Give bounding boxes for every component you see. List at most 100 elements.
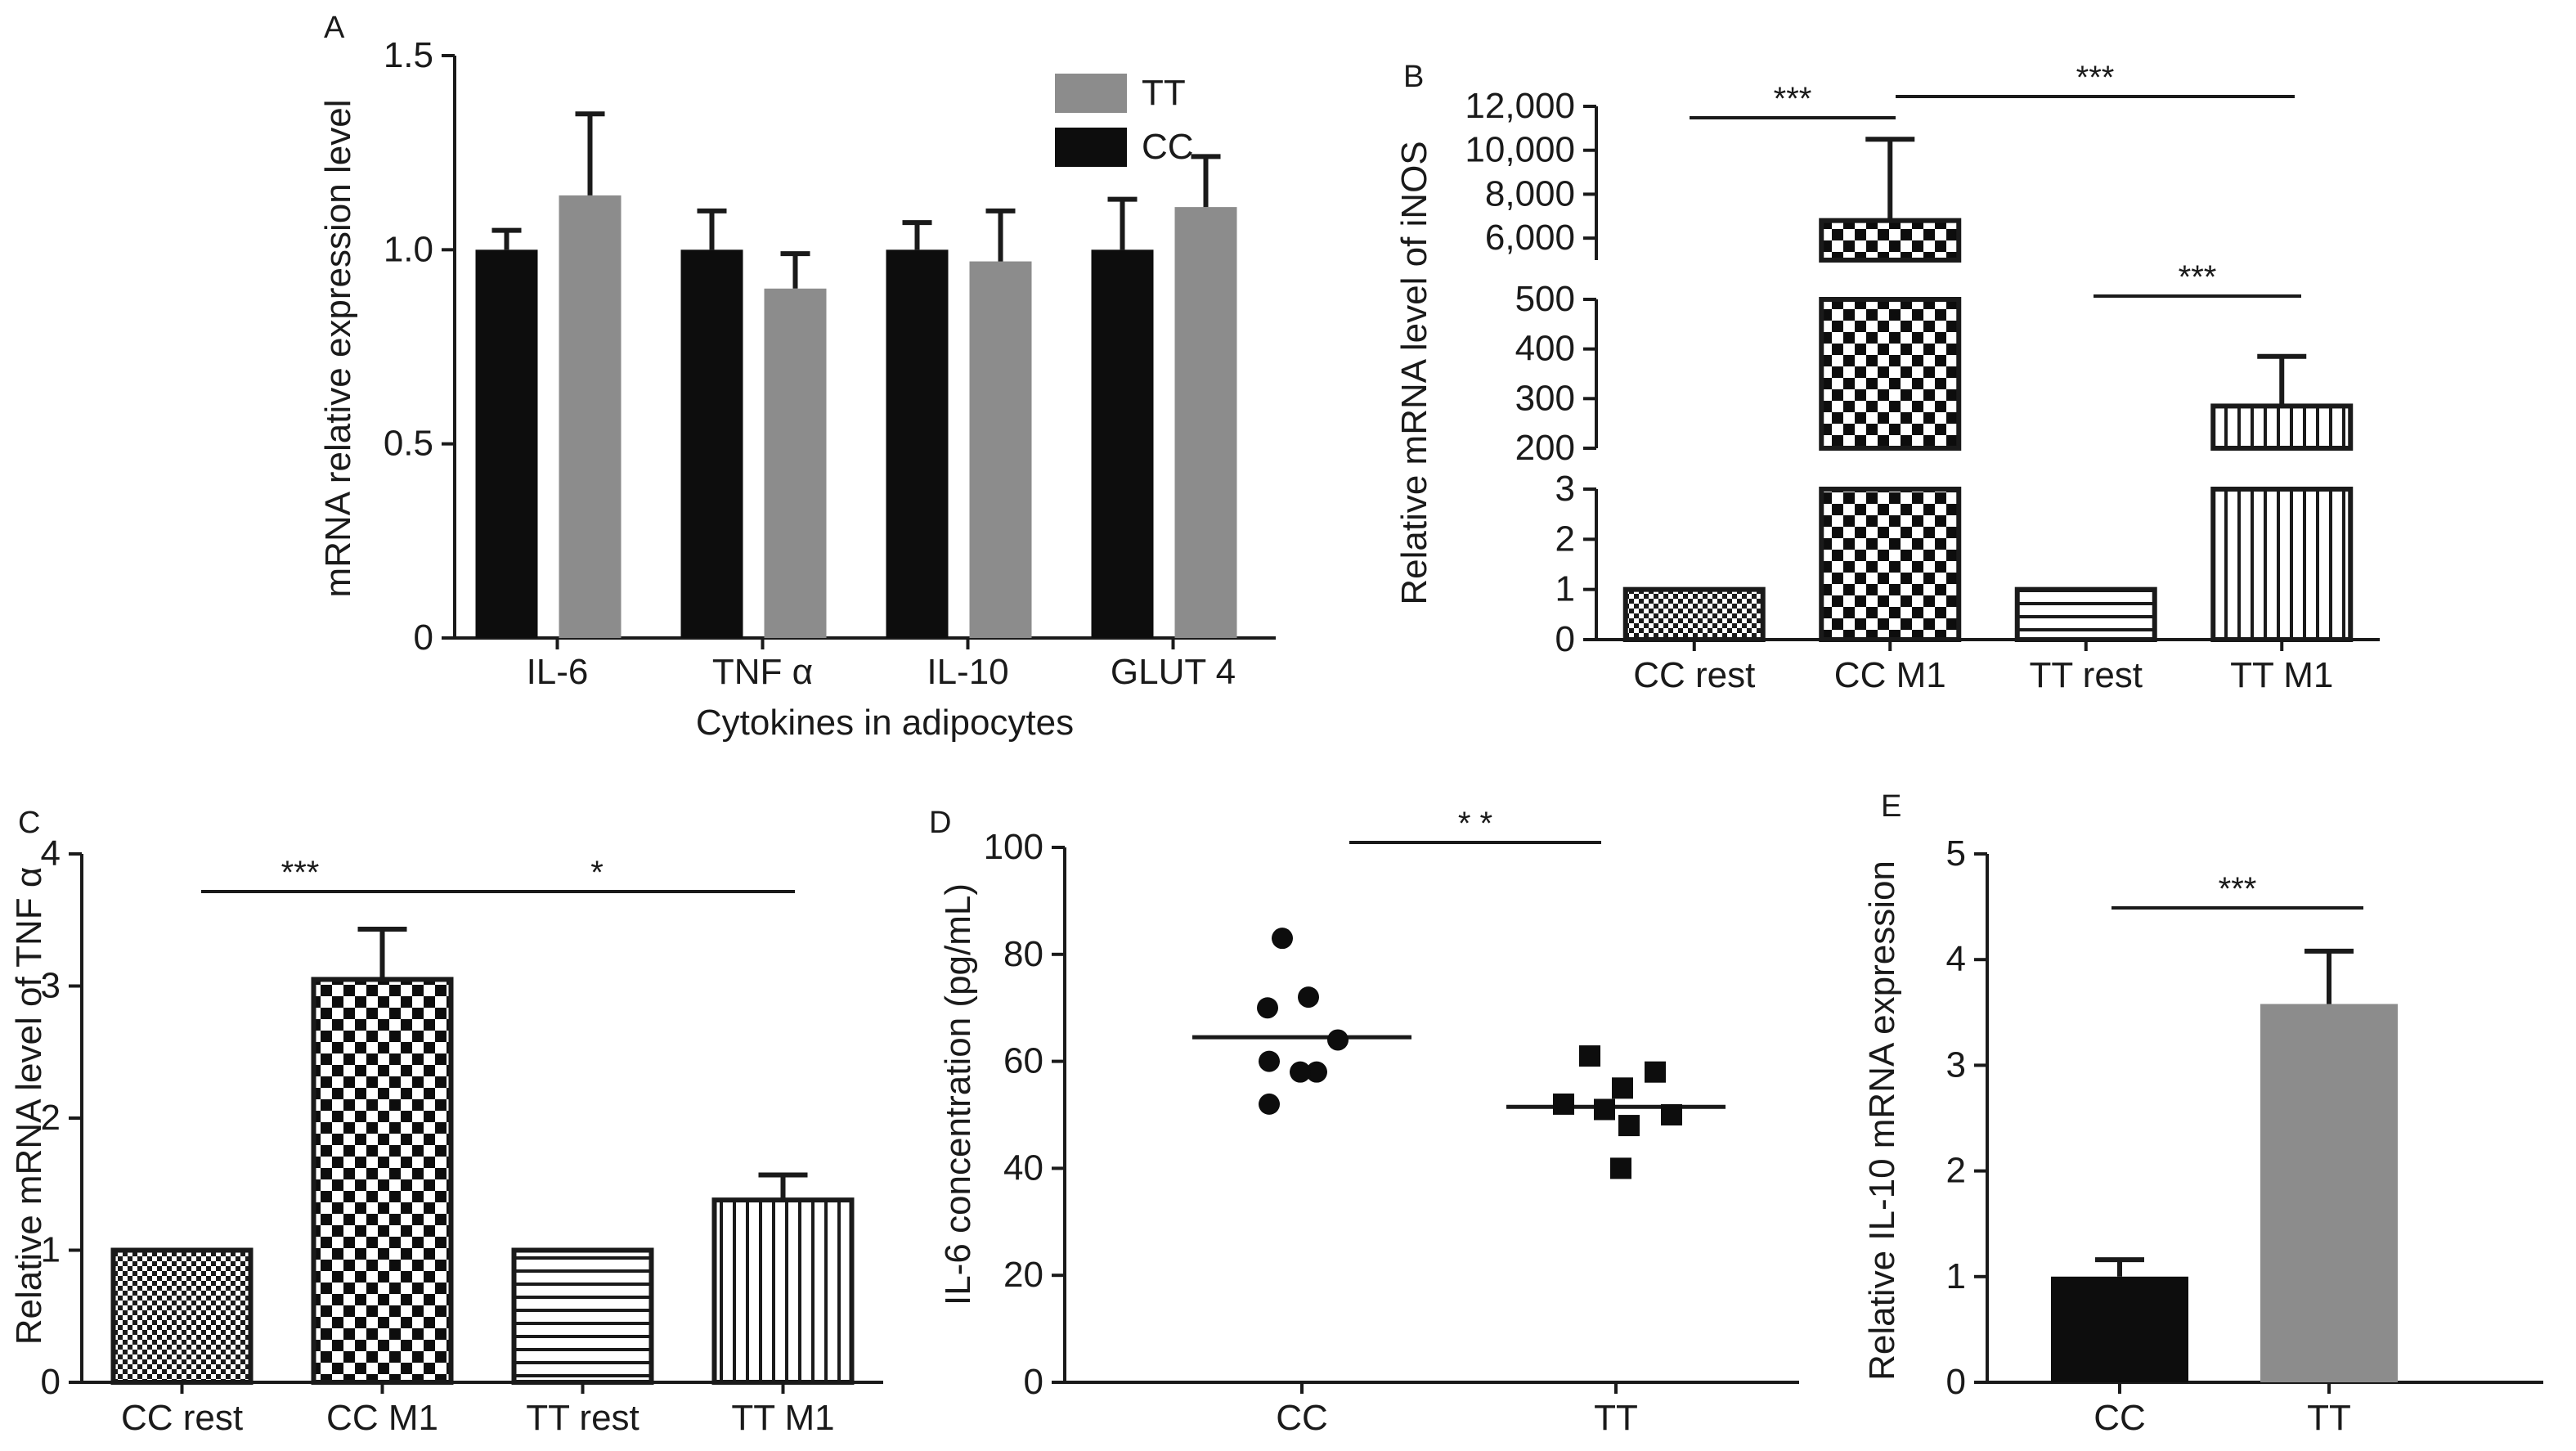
panel-b-bar-1	[1819, 218, 1962, 642]
panel-d-y-tick-label-5: 100	[984, 827, 1043, 867]
panel-b-significance-0: ***	[1690, 81, 1896, 119]
panel-a-bar-cc-0	[475, 249, 538, 638]
panel-a-bar-tt-1	[764, 288, 827, 638]
panel-d-x-tick-label-0: CC	[1276, 1398, 1328, 1438]
panel-label-d: D	[929, 806, 951, 840]
panel-b-errorbar-1	[1865, 137, 1915, 221]
panel-a-xlabel: Cytokines in adipocytes	[696, 703, 1074, 743]
panel-c-y-tick-label-0: 0	[41, 1362, 61, 1402]
panel-c-x-tick-label-2: TT rest	[526, 1398, 640, 1438]
panel-e-bar-1	[2260, 1004, 2398, 1382]
panel-e-bar-0	[2051, 1276, 2188, 1382]
panel-b-y-seg2-tick-label-1: 8,000	[1485, 173, 1575, 213]
panel-d-chart: 0 20 40 60 80 100 CC TT * *	[984, 806, 1799, 1438]
panel-a-bar-cc-1	[680, 249, 743, 638]
panel-e-ylabel: Relative IL-10 mRNA expression	[1862, 860, 1902, 1381]
panel-b-y-seg2-tick-label-0: 6,000	[1485, 218, 1575, 258]
panel-b-y-seg2-tick-label-3: 12,000	[1465, 86, 1575, 126]
panel-a-x-tick-label-0: IL-6	[527, 652, 589, 692]
panel-c-errorbar-3	[758, 1172, 808, 1201]
panel-e-y-tick-label-3: 3	[1946, 1044, 1966, 1085]
panel-e-y-tick-label-5: 5	[1946, 833, 1966, 874]
panel-d-point-cc-0	[1272, 928, 1293, 950]
panel-e-y-tick-label-4: 4	[1946, 939, 1966, 979]
panel-e-y-tick-label-1: 1	[1946, 1256, 1966, 1296]
panel-a-bar-cc-2	[886, 249, 949, 638]
panel-d-y-tick-label-1: 20	[1003, 1255, 1043, 1295]
panel-c-significance-0: ***	[201, 855, 399, 893]
panel-d-ylabel: IL-6 concentration (pg/mL)	[938, 883, 978, 1305]
panel-b-x-tick-label-2: TT rest	[2029, 655, 2143, 695]
panel-d-y-tick-label-0: 0	[1024, 1362, 1043, 1402]
panel-d-point-cc-5	[1306, 1061, 1327, 1083]
panel-b-y-seg1-tick-label-0: 200	[1515, 428, 1575, 468]
panel-e-y-tick-label-2: 2	[1946, 1151, 1966, 1191]
panel-b-bar-0	[1622, 586, 1766, 643]
svg-text:***: ***	[2219, 871, 2257, 907]
panel-a-y-tick-label-1: 0.5	[384, 424, 433, 464]
panel-a-bar-tt-3	[1174, 207, 1237, 638]
panel-label-b: B	[1403, 60, 1424, 94]
panel-d-point-tt-6	[1618, 1115, 1640, 1137]
panel-c-y-tick-label-1: 1	[41, 1230, 61, 1270]
svg-text:* *: * *	[1458, 806, 1492, 842]
panel-b-errorbar-3	[2257, 353, 2307, 407]
panel-a-x-tick-label-2: IL-10	[927, 652, 1008, 692]
panel-a-x-tick-label-3: GLUT 4	[1111, 652, 1236, 692]
panel-e-x-tick-label-0: CC	[2094, 1398, 2146, 1438]
panel-c-y-tick-label-2: 2	[41, 1098, 61, 1138]
panel-a-y-tick-label-3: 1.5	[384, 35, 433, 75]
panel-b-x-tick-label-3: TT M1	[2230, 655, 2333, 695]
panel-d-point-cc-4	[1259, 1050, 1280, 1072]
panel-b-y-seg0-tick-label-1: 1	[1555, 569, 1575, 609]
panel-d-point-cc-2	[1298, 986, 1319, 1009]
panel-a-y-tick-label-2: 1.0	[384, 229, 433, 269]
panel-e-x-tick-label-1: TT	[2307, 1398, 2351, 1438]
legend-label-tt: TT	[1142, 73, 1186, 113]
panel-b-x-tick-label-0: CC rest	[1633, 655, 1755, 695]
panel-d-point-tt-4	[1661, 1104, 1682, 1125]
panel-d-point-tt-0	[1579, 1045, 1600, 1067]
panel-c-x-tick-label-0: CC rest	[121, 1398, 243, 1438]
panel-b-ylabel: Relative mRNA level of iNOS	[1394, 141, 1434, 604]
panel-b-y-seg0-tick-label-2: 2	[1555, 519, 1575, 559]
panel-label-c: C	[18, 806, 40, 840]
panel-b-y-seg2-tick-label-2: 10,000	[1465, 130, 1575, 170]
panel-a-errorbar-tt-0	[575, 111, 605, 195]
panel-a-errorbar-cc-1	[697, 208, 727, 250]
panel-b-x-tick-label-1: CC M1	[1834, 655, 1946, 695]
svg-text:***: ***	[2076, 60, 2115, 96]
panel-b-bar-3	[2210, 403, 2354, 642]
panel-d-x-tick-label-1: TT	[1594, 1398, 1638, 1438]
panel-a-y-tick-label-0: 0	[414, 618, 433, 658]
svg-text:***: ***	[2179, 259, 2217, 295]
panel-e-y-tick-label-0: 0	[1946, 1362, 1966, 1402]
panel-c-bar-1	[311, 977, 454, 1386]
panel-a-errorbar-tt-1	[780, 251, 810, 289]
panel-b-bar-2	[2014, 586, 2157, 643]
panel-c-x-tick-label-3: TT M1	[731, 1398, 834, 1438]
panel-label-a: A	[324, 11, 345, 45]
panel-d-point-tt-7	[1610, 1157, 1631, 1179]
panel-a-errorbar-tt-2	[985, 208, 1016, 262]
legend-swatch-tt	[1055, 74, 1127, 113]
legend-label-cc: CC	[1142, 127, 1194, 167]
panel-d-point-tt-3	[1553, 1093, 1574, 1115]
panel-b-y-seg1-tick-label-2: 400	[1515, 329, 1575, 369]
panel-b-y-seg1-tick-label-1: 300	[1515, 378, 1575, 418]
panel-b-significance-2: ***	[2094, 259, 2301, 298]
panel-d-point-tt-5	[1594, 1098, 1615, 1121]
panel-c-x-tick-label-1: CC M1	[326, 1398, 438, 1438]
panel-d-y-tick-label-3: 60	[1003, 1041, 1043, 1081]
panel-b-y-seg1-tick-label-3: 500	[1515, 279, 1575, 319]
panel-c-y-tick-label-3: 3	[41, 966, 61, 1006]
panel-d-point-tt-2	[1612, 1077, 1633, 1099]
svg-text:***: ***	[281, 855, 320, 891]
panel-a-errorbar-cc-3	[1107, 196, 1138, 250]
panel-b-y-seg0-tick-label-0: 0	[1555, 619, 1575, 659]
panel-e-significance-0: ***	[2112, 871, 2363, 910]
panel-d-point-cc-3	[1327, 1029, 1349, 1051]
